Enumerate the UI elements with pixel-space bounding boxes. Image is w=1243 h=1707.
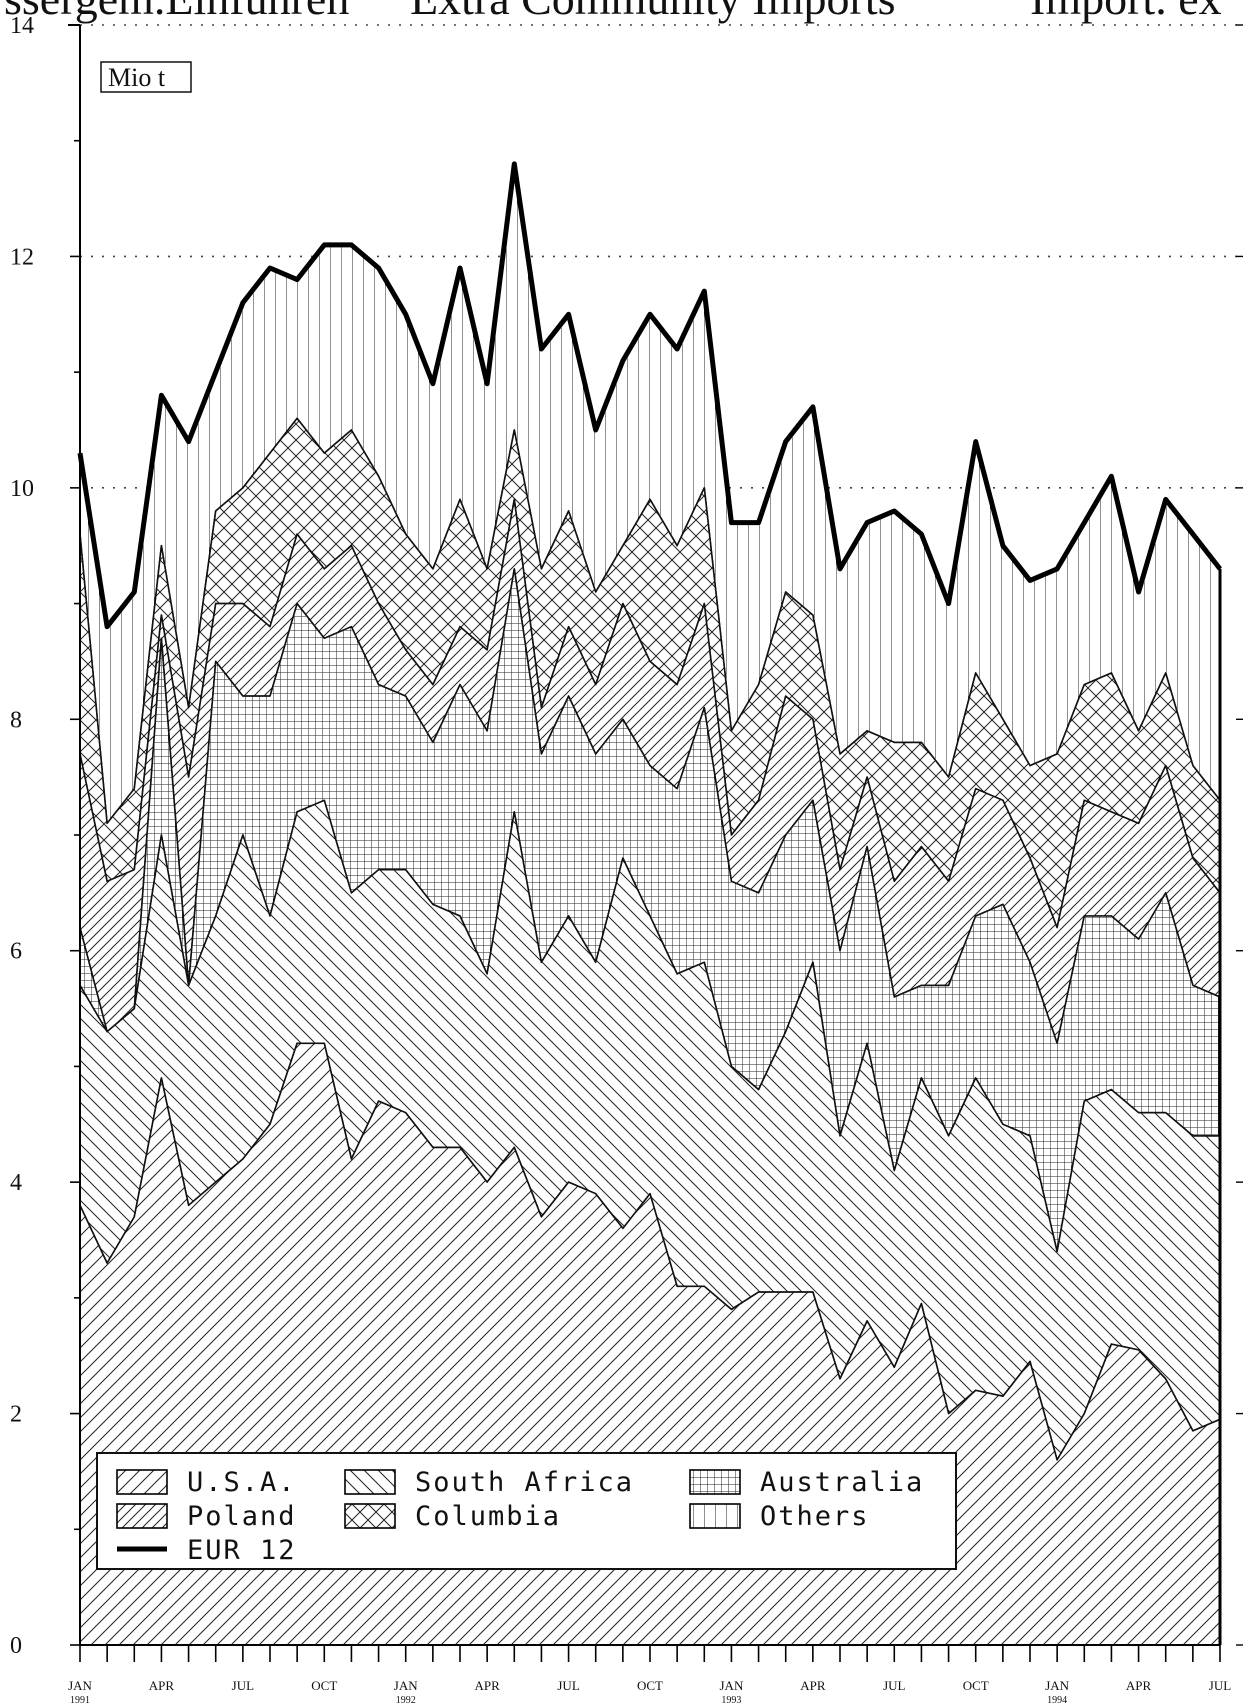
legend-swatch-others (689, 1503, 741, 1529)
header-col2: Extra Community Imports (410, 0, 896, 24)
x-tick-label: APR (149, 1678, 175, 1693)
x-tick-year: 1992 (396, 1695, 416, 1706)
unit-label-box: Mio t (100, 61, 192, 93)
x-tick-label: JAN (394, 1678, 418, 1693)
x-tick-label: OCT (963, 1678, 989, 1693)
x-tick-label: APR (1126, 1678, 1152, 1693)
x-tick-year: 1994 (1047, 1695, 1067, 1706)
legend-swatch-columbia (344, 1503, 396, 1529)
stacked-areas (79, 163, 1221, 1646)
y-tick-label-4: 4 (10, 1170, 22, 1196)
y-tick-label-6: 6 (10, 939, 22, 965)
gridlines (80, 24, 1243, 489)
legend-swatch-south-africa (344, 1469, 396, 1495)
legend-swatch-u-s-a (116, 1469, 168, 1495)
legend-label-eur-12: EUR 12 (187, 1535, 297, 1566)
total-line-layer (77, 161, 1222, 1645)
y-tick-label-14: 14 (10, 13, 34, 39)
legend-label-australia: Australia (760, 1467, 924, 1498)
legend-label-others: Others (760, 1501, 870, 1532)
header-col3: Import. ex (1030, 0, 1222, 24)
x-tick-label: JUL (557, 1678, 579, 1693)
legend-label-u-s-a: U.S.A. (187, 1467, 297, 1498)
x-tick-year: 1991 (70, 1695, 90, 1706)
x-tick-label: JUL (1209, 1678, 1231, 1693)
x-tick-label: JUL (883, 1678, 905, 1693)
x-tick-label: JAN (720, 1678, 744, 1693)
unit-label-frame (100, 61, 192, 93)
legend-label-poland: Poland (187, 1501, 297, 1532)
axes: 0 2 4 6 8 10 12 14 JAN 1991 APR JUL OCT JAN 1992 APR JUL… (10, 13, 1243, 1706)
y-tick-label-2: 2 (10, 1402, 22, 1428)
y-tick-label-0: 0 (10, 1633, 22, 1659)
legend-label-south-africa: South Africa (415, 1467, 634, 1498)
x-tick-year: 1993 (721, 1695, 741, 1706)
y-tick-label-10: 10 (10, 476, 34, 502)
x-tick-label: JUL (232, 1678, 254, 1693)
x-tick-label: JAN (1045, 1678, 1069, 1693)
total-line-eur12 (77, 161, 1222, 630)
header-strip: ssergem.Einfuhren Extra Community Import… (4, 0, 1222, 24)
x-tick-label: OCT (311, 1678, 337, 1693)
legend-frame (96, 1452, 957, 1570)
legend: U.S.A. South Africa Australia Poland Columbi… (96, 1452, 957, 1570)
x-tick-label: JAN (68, 1678, 92, 1693)
unit-label: Mio t (108, 63, 166, 92)
x-tick-label: OCT (637, 1678, 663, 1693)
legend-swatch-australia (689, 1469, 741, 1495)
header-col1: ssergem.Einfuhren (4, 0, 349, 24)
legend-label-columbia: Columbia (415, 1501, 561, 1532)
x-tick-label: APR (800, 1678, 826, 1693)
y-tick-label-8: 8 (10, 707, 22, 733)
legend-swatch-poland (116, 1503, 168, 1529)
y-tick-label-12: 12 (10, 244, 34, 270)
x-tick-label: APR (474, 1678, 500, 1693)
